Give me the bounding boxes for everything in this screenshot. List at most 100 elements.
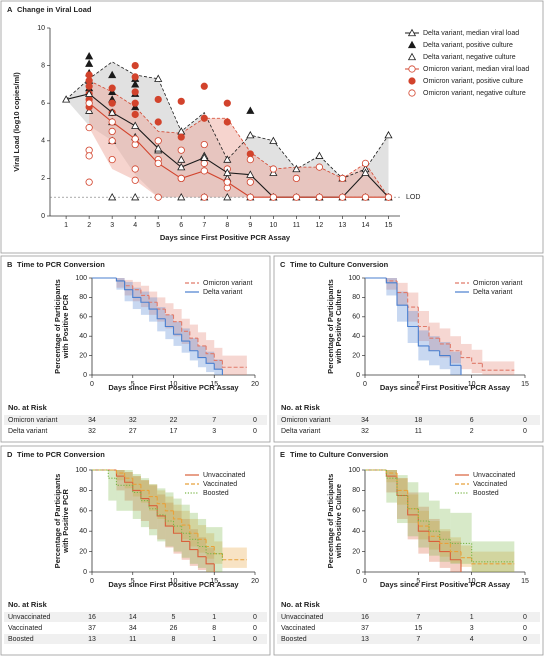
confidence-band bbox=[197, 537, 207, 570]
x-tick-label: 15 bbox=[210, 578, 218, 585]
x-tick-label: 10 bbox=[468, 578, 476, 585]
panel-title: Change in Viral Load bbox=[17, 5, 92, 14]
x-tick-label: 3 bbox=[110, 222, 114, 229]
data-point bbox=[223, 155, 232, 163]
risk-value: 37 bbox=[361, 625, 369, 632]
data-point bbox=[131, 80, 140, 88]
data-point bbox=[108, 84, 116, 92]
y-tick-label: 40 bbox=[352, 333, 360, 340]
y-tick-label: 0 bbox=[356, 569, 360, 576]
data-point bbox=[131, 110, 139, 119]
confidence-band bbox=[124, 472, 133, 489]
legend-label: Delta variant, negative culture bbox=[423, 54, 516, 61]
legend-label: Boosted bbox=[473, 490, 499, 497]
confidence-band bbox=[439, 531, 451, 568]
x-tick-label: 14 bbox=[362, 222, 370, 229]
confidence-band bbox=[149, 291, 158, 315]
survival-step bbox=[205, 345, 215, 355]
confidence-band bbox=[157, 490, 166, 519]
x-tick-label: 20 bbox=[251, 578, 259, 585]
risk-value: 1 bbox=[212, 636, 216, 643]
confidence-band bbox=[450, 336, 461, 364]
legend-label: Omicron variant, negative culture bbox=[423, 90, 526, 97]
survival-step bbox=[148, 302, 158, 310]
x-tick-label: 10 bbox=[170, 578, 178, 585]
survival-step bbox=[407, 305, 419, 328]
x-tick-label: 1 bbox=[64, 222, 68, 229]
confidence-band bbox=[206, 340, 215, 364]
y-tick-label: 4 bbox=[41, 138, 45, 145]
risk-value: 7 bbox=[416, 636, 420, 643]
x-tick-label: 15 bbox=[521, 381, 529, 388]
y-tick-label: 2 bbox=[41, 175, 45, 182]
data-point bbox=[223, 192, 232, 201]
risk-value: 0 bbox=[253, 428, 257, 435]
survival-step bbox=[124, 473, 133, 479]
data-point bbox=[85, 152, 93, 160]
data-point bbox=[85, 51, 94, 60]
survival-step bbox=[172, 510, 182, 520]
risk-table-title: No. at Risk bbox=[8, 403, 48, 412]
survival-step bbox=[449, 543, 461, 553]
y-tick-label: 0 bbox=[83, 569, 87, 576]
confidence-band bbox=[165, 303, 174, 329]
survival-step bbox=[189, 533, 198, 540]
legend-label: Omicron variant bbox=[203, 280, 252, 287]
risk-value: 6 bbox=[470, 417, 474, 424]
confidence-band bbox=[439, 328, 451, 358]
y-axis-label: Viral Load (log10 copies/ml) bbox=[12, 72, 21, 172]
data-point bbox=[154, 193, 162, 201]
y-tick-label: 60 bbox=[79, 508, 87, 515]
confidence-band bbox=[386, 278, 397, 296]
risk-value: 32 bbox=[88, 428, 96, 435]
risk-value: 11 bbox=[129, 636, 136, 643]
confidence-band bbox=[206, 547, 215, 572]
risk-value: 15 bbox=[414, 625, 422, 632]
confidence-band bbox=[181, 518, 190, 560]
y-tick-label: 60 bbox=[352, 314, 360, 321]
risk-value: 5 bbox=[172, 614, 176, 621]
risk-table-title: No. at Risk bbox=[8, 600, 48, 609]
survival-step bbox=[396, 282, 408, 306]
y-tick-label: 80 bbox=[352, 487, 360, 494]
median-marker bbox=[177, 162, 186, 171]
survival-step bbox=[172, 526, 182, 534]
data-point bbox=[154, 74, 163, 82]
confidence-band bbox=[149, 484, 158, 511]
risk-value: 17 bbox=[170, 428, 178, 435]
survival-step bbox=[172, 314, 182, 323]
confidence-band bbox=[450, 512, 472, 564]
x-tick-label: 9 bbox=[248, 222, 252, 229]
y-axis-label: Percentage of Participants bbox=[53, 279, 62, 374]
panel-letter: B bbox=[7, 260, 13, 269]
confidence-band bbox=[429, 500, 440, 556]
data-point bbox=[154, 95, 162, 104]
x-tick-label: 5 bbox=[416, 381, 420, 388]
data-point bbox=[246, 130, 255, 139]
data-point bbox=[85, 124, 93, 132]
confidence-band bbox=[397, 291, 408, 322]
confidence-band bbox=[124, 281, 133, 302]
median-marker bbox=[85, 89, 94, 97]
x-tick-label: 5 bbox=[131, 578, 135, 585]
risk-value: 16 bbox=[361, 614, 369, 621]
data-point bbox=[246, 156, 254, 164]
confidence-band bbox=[197, 345, 207, 368]
data-point bbox=[131, 176, 139, 184]
data-point bbox=[200, 193, 208, 201]
legend-swatch bbox=[407, 28, 417, 37]
confidence-band bbox=[165, 496, 174, 527]
risk-value: 13 bbox=[88, 636, 96, 643]
survival-step bbox=[213, 353, 223, 361]
y-axis-label: Percentage of Participants bbox=[326, 279, 335, 374]
confidence-band bbox=[386, 470, 397, 493]
survival-step bbox=[407, 495, 419, 510]
x-tick-label: 5 bbox=[416, 578, 420, 585]
median-marker bbox=[315, 193, 324, 201]
survival-step bbox=[428, 345, 440, 352]
data-point bbox=[108, 99, 116, 107]
x-tick-label: 13 bbox=[339, 222, 347, 229]
legend-label: Vaccinated bbox=[473, 481, 507, 488]
risk-value: 0 bbox=[253, 636, 257, 643]
